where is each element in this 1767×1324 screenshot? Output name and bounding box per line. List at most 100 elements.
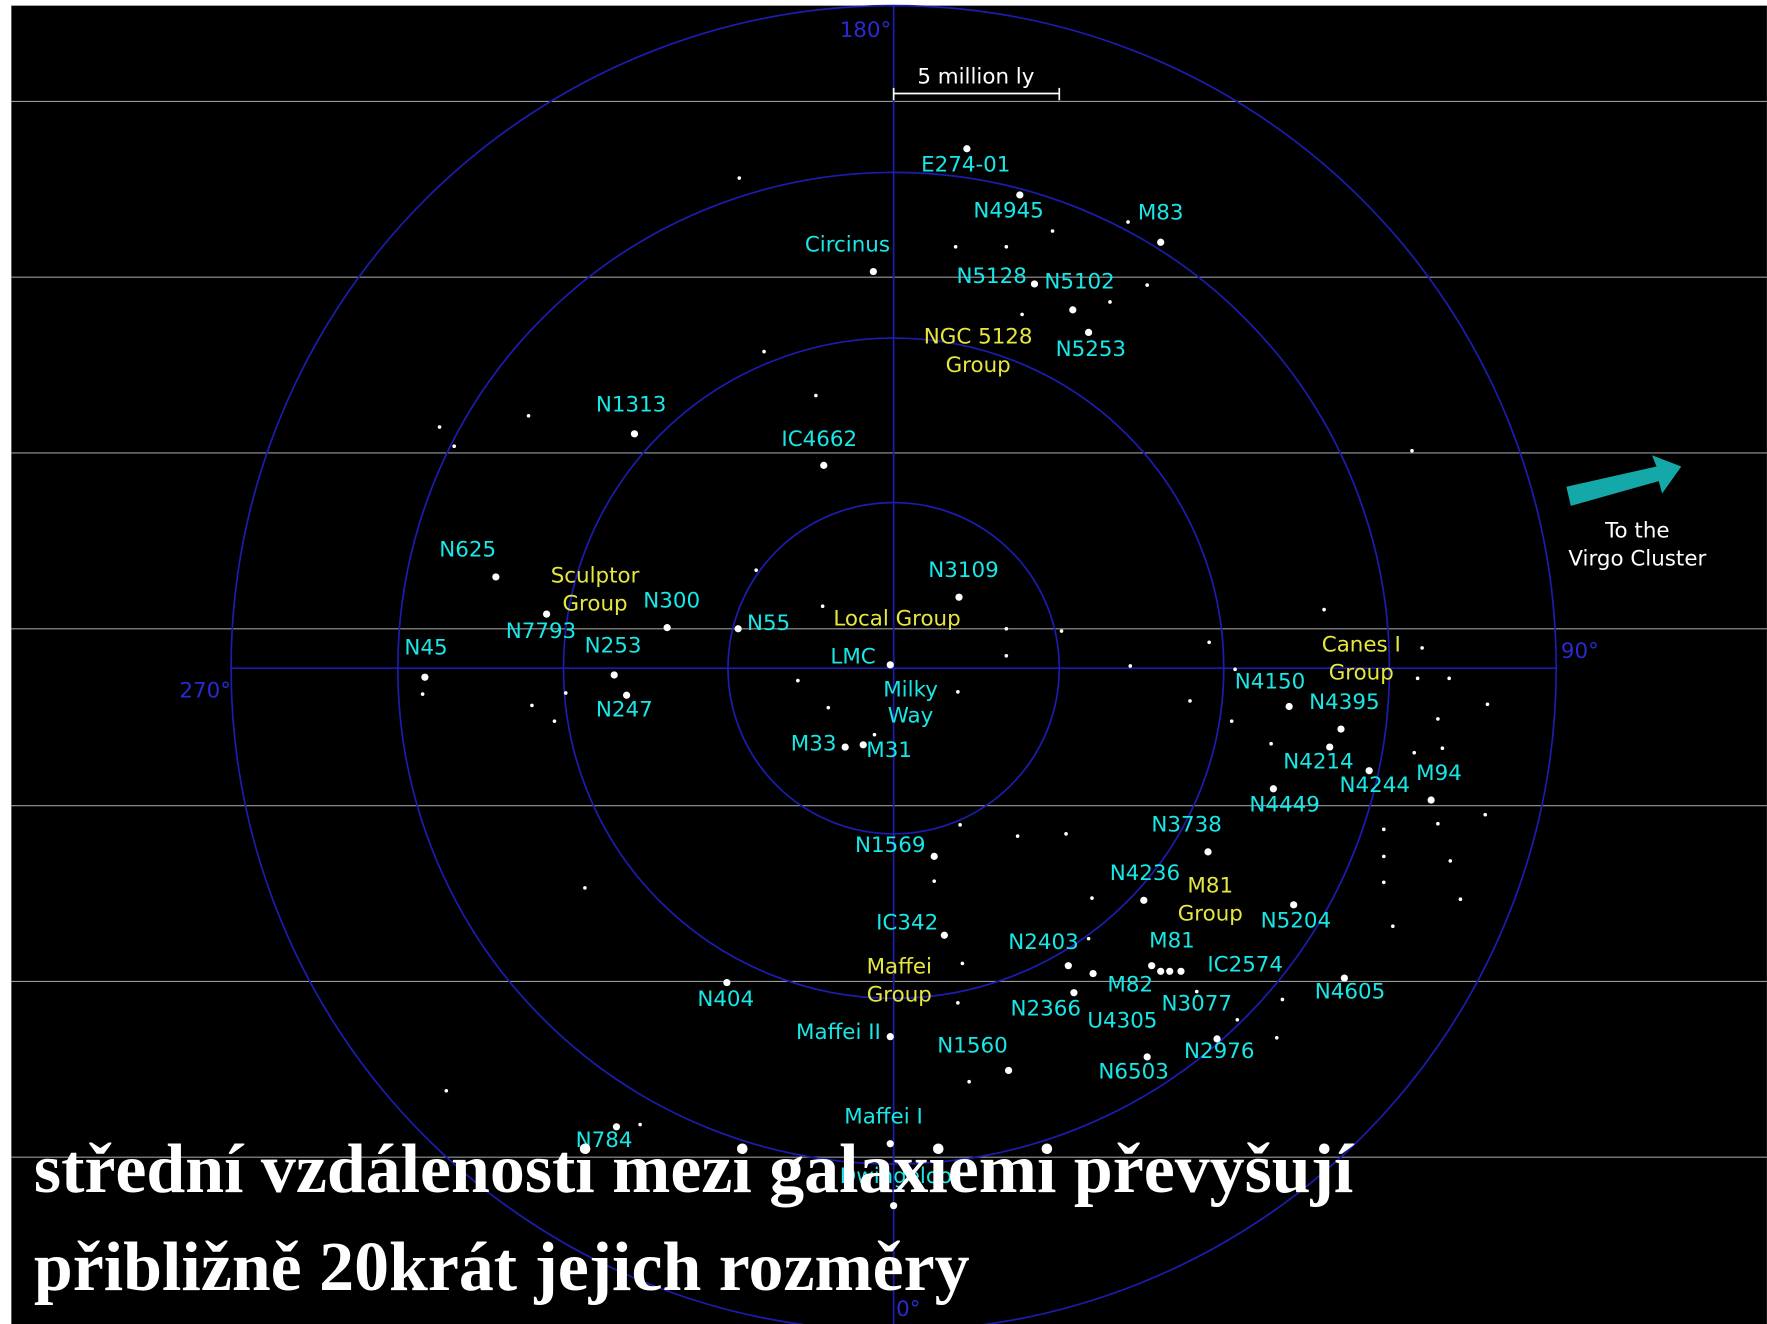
- galaxy-label: M31: [866, 738, 912, 763]
- star: [953, 244, 958, 249]
- galaxy-dot: [1084, 328, 1093, 337]
- rule-lines: [11, 100, 1767, 1158]
- galaxy-dot: [820, 461, 828, 469]
- galaxy-label: LMC: [830, 645, 875, 670]
- galaxy-dot: [963, 145, 971, 153]
- star: [1274, 1035, 1279, 1040]
- galaxy-label: M94: [1416, 761, 1462, 786]
- galaxy-dot: [1204, 848, 1212, 856]
- star: [638, 1122, 642, 1127]
- galaxy-dot: [1143, 1053, 1151, 1061]
- scale-label: 5 million ly: [917, 64, 1034, 89]
- galaxy-label: N7793: [506, 619, 576, 644]
- milky-way-label: Milky: [883, 677, 938, 702]
- caption: přibližně 20krát jejich rozměry: [34, 1229, 970, 1306]
- star: [1412, 750, 1417, 755]
- galaxy-label: N4605: [1315, 979, 1385, 1004]
- direction-label: To the: [1604, 518, 1669, 543]
- star: [1086, 936, 1091, 941]
- galaxy-dot: [1070, 989, 1078, 997]
- galaxy-dot: [1213, 1035, 1221, 1043]
- star: [1090, 896, 1094, 900]
- galaxy-dot: [859, 741, 867, 749]
- galaxy-dot: [542, 610, 551, 618]
- galaxy-dot: [734, 625, 742, 633]
- group-label: Canes I: [1322, 632, 1401, 657]
- galaxy-dot: [841, 743, 849, 751]
- galaxy-label: M82: [1107, 973, 1153, 998]
- group-label: Group: [1178, 902, 1243, 927]
- galaxy-dot: [1177, 967, 1185, 975]
- group-label: M81: [1187, 873, 1233, 898]
- star: [1059, 629, 1064, 633]
- star: [1188, 699, 1192, 703]
- galaxy-dot: [1030, 280, 1039, 288]
- group-label: NGC 5128: [924, 325, 1033, 350]
- star: [1436, 717, 1440, 721]
- galaxy-label: N4236: [1110, 861, 1180, 886]
- star: [967, 1079, 971, 1084]
- galaxy-dot: [940, 931, 948, 939]
- star: [583, 886, 587, 890]
- galaxy-label: N784: [576, 1128, 633, 1153]
- star: [1448, 859, 1453, 863]
- star: [1436, 821, 1440, 826]
- star: [1269, 741, 1273, 746]
- star: [452, 444, 456, 449]
- group-label: Local Group: [833, 606, 960, 631]
- galaxy-dot: [1290, 901, 1298, 909]
- caption: střední vzdálenosti mezi galaxiemi převy…: [34, 1131, 1355, 1208]
- galaxy-dot: [886, 1033, 894, 1041]
- star: [1050, 229, 1055, 233]
- group-label: Group: [946, 353, 1011, 378]
- star: [762, 349, 766, 354]
- star: [1382, 827, 1386, 832]
- star: [552, 719, 557, 723]
- galaxy-dot: [1166, 967, 1174, 975]
- galaxy-dot: [1340, 974, 1348, 982]
- galaxy-label: N404: [697, 987, 754, 1012]
- direction-arrow: [1566, 455, 1682, 506]
- galaxy-label: IC2574: [1207, 952, 1283, 977]
- galaxy-label: N6503: [1098, 1059, 1168, 1084]
- star: [1229, 719, 1234, 723]
- galaxy-label: Dwingeloo: [840, 1164, 952, 1189]
- galaxy-label: N625: [439, 538, 496, 563]
- galaxy-dot: [612, 1123, 621, 1131]
- star: [960, 961, 965, 966]
- galaxy-label: N5204: [1261, 908, 1331, 933]
- group-label: Group: [1329, 660, 1394, 685]
- star: [1458, 897, 1463, 901]
- galaxy-dot: [1326, 743, 1334, 751]
- star: [1004, 626, 1009, 631]
- galaxy-label: N1560: [937, 1033, 1007, 1058]
- galaxy-dot: [1269, 785, 1277, 793]
- star: [796, 678, 800, 683]
- galaxy-label: N300: [643, 588, 700, 613]
- degree-label: 0°: [896, 1297, 920, 1322]
- degree-label: 90°: [1561, 639, 1599, 664]
- galaxy-label: M33: [791, 731, 837, 756]
- star: [754, 568, 758, 572]
- star: [1485, 702, 1490, 707]
- star: [1410, 448, 1414, 453]
- group-label: Sculptor: [551, 564, 640, 589]
- galaxy-label: N5128: [956, 264, 1026, 289]
- galaxy-label: N4395: [1309, 690, 1379, 715]
- star: [1382, 854, 1386, 859]
- galaxy-label: E274-01: [921, 152, 1010, 177]
- star: [444, 1088, 449, 1093]
- galaxy-label: N2403: [1008, 930, 1078, 955]
- galaxy-dot: [930, 852, 938, 860]
- star: [814, 393, 818, 398]
- star: [956, 690, 960, 694]
- group-label: Group: [562, 592, 627, 617]
- star: [1280, 997, 1285, 1002]
- galaxy-label: N4214: [1283, 749, 1353, 774]
- galaxy-label: M81: [1149, 929, 1195, 954]
- galaxy-label: N4945: [973, 198, 1043, 223]
- star: [1235, 1017, 1240, 1022]
- galaxy-dot: [421, 673, 429, 681]
- galaxy-label: N2976: [1184, 1039, 1254, 1064]
- star: [420, 692, 425, 696]
